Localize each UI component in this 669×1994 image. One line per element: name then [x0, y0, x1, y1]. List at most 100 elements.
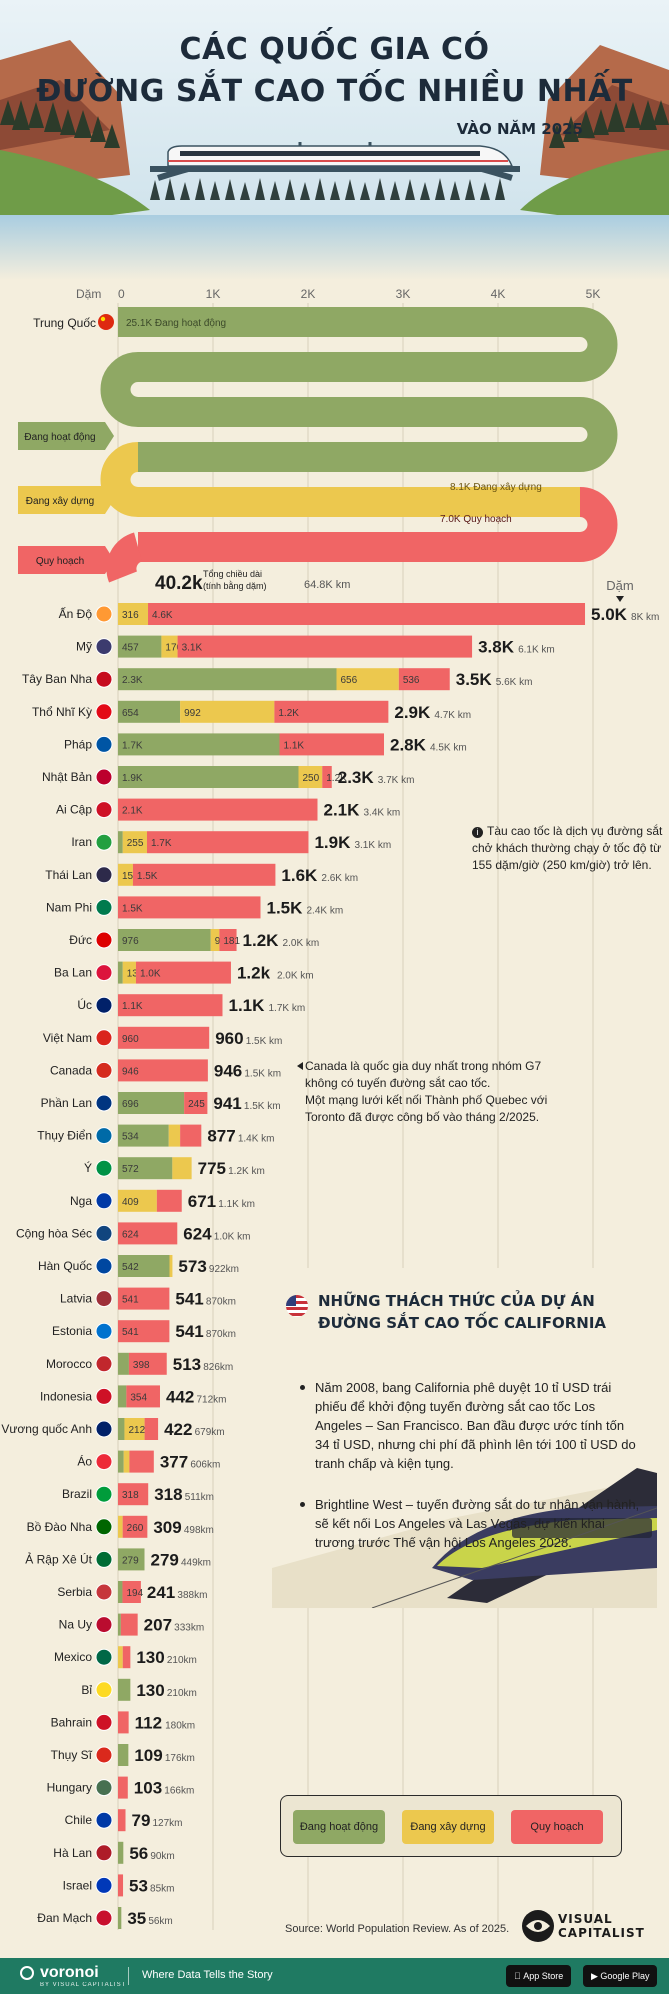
google-play-button[interactable]: ▶ Google Play: [583, 1965, 658, 1987]
country-label: Cộng hòa Séc: [16, 1226, 92, 1240]
bar-operational-label: 572: [122, 1164, 139, 1175]
row-total-km: 2.6K km: [321, 873, 358, 884]
bar-planned: [398, 668, 450, 691]
voronoi-icon: [20, 1966, 34, 1980]
axis-tick-label: 1K: [206, 287, 221, 301]
country-label: Thái Lan: [45, 868, 92, 882]
china-track-segment: [578, 487, 618, 562]
bar-operational: [118, 766, 299, 788]
bar-planned: [118, 1059, 208, 1082]
row-total: 207: [144, 1616, 172, 1635]
flag-icon: [95, 1779, 113, 1797]
row-total-km: 5.6K km: [496, 677, 533, 688]
row-total: 1.5K: [267, 898, 304, 917]
row-total: 241: [147, 1583, 175, 1602]
bar-operational: [118, 929, 211, 951]
canada-note-line-2: không có tuyến đường sắt cao tốc.: [305, 1076, 491, 1090]
california-bullet-2: Brightline West – tuyến đường sắt do tư …: [300, 1495, 640, 1552]
bar-planned-label: 3.1K: [182, 643, 203, 654]
legend-planned: Quy hoạch: [511, 1810, 603, 1844]
bar-planned-label: 1.1K: [284, 740, 305, 751]
bar-operational: [118, 635, 162, 658]
row-total-km: 679km: [195, 1427, 225, 1438]
bar-planned-label: 181: [223, 936, 240, 947]
axis-tick-label: 3K: [396, 287, 411, 301]
voronoi-sub: BY VISUAL CAPITALIST: [40, 1982, 127, 1988]
bar-operational: [118, 1124, 169, 1147]
hsr-definition-text: Tàu cao tốc là dịch vụ đường sắt chở khá…: [472, 824, 663, 872]
tag-operational: Đang hoạt động: [24, 432, 95, 443]
bar-planned: [177, 635, 473, 658]
flag-icon: [95, 1159, 113, 1177]
bar-planned-label: 541: [122, 1295, 139, 1306]
country-label: Nga: [70, 1194, 92, 1208]
row-total-km: 210km: [167, 1655, 197, 1666]
row-total-km: 333km: [174, 1623, 204, 1634]
row-total: 309: [153, 1518, 181, 1537]
country-label: Nam Phi: [46, 900, 92, 914]
row-total-km: 6.1K km: [518, 645, 555, 656]
flag-icon: [95, 1518, 113, 1536]
row-total-km: 1.0K km: [214, 1231, 251, 1242]
country-label: Ả Rập Xê Út: [25, 1551, 92, 1566]
china-track-segment: [578, 397, 618, 472]
row-total-km: 210km: [167, 1688, 197, 1699]
country-label: Ba Lan: [54, 966, 92, 980]
row-total: 3.5K: [456, 670, 493, 689]
bar-construction: [336, 668, 399, 691]
flag-icon: [95, 638, 113, 656]
app-store-label: App Store: [514, 1971, 563, 1981]
bar-planned-label: 1.1K: [122, 1001, 143, 1012]
row-total: 1.9K: [314, 833, 351, 852]
bar-operational: [118, 1907, 122, 1929]
row-total: 377: [160, 1453, 188, 1472]
country-label: Bồ Đào Nha: [27, 1520, 93, 1534]
tag-construction-shape: [18, 486, 114, 514]
row-total: 109: [134, 1746, 162, 1765]
us-flag-icon: [286, 1295, 308, 1317]
hsr-definition-note: i Tàu cao tốc là dịch vụ đường sắt chở kh…: [472, 823, 668, 874]
row-total-km: 8K km: [631, 612, 659, 623]
row-total-km: 1.5K km: [244, 1101, 281, 1112]
row-total-km: 922km: [209, 1264, 239, 1275]
apple-icon: : [514, 1971, 523, 1981]
china-operational-label: 25.1K Đang hoạt động: [126, 318, 226, 329]
flag-icon: [95, 1029, 113, 1047]
row-total-km: 56km: [148, 1916, 172, 1927]
bar-operational: [118, 1352, 129, 1375]
bar-planned-label: 194: [126, 1588, 143, 1599]
bar-operational-label: 279: [122, 1555, 139, 1566]
voronoi-brand[interactable]: voronoi: [40, 1964, 99, 1981]
app-store-button[interactable]:  App Store: [506, 1965, 572, 1987]
country-label: Brazil: [62, 1487, 92, 1501]
legend-construction: Đang xây dựng: [402, 1810, 494, 1844]
canada-note-line-1: Canada là quốc gia duy nhất trong nhóm G…: [305, 1059, 542, 1073]
bar-planned: [126, 1385, 160, 1408]
bar-operational: [118, 1744, 129, 1766]
bar-planned: [118, 1809, 126, 1832]
tag-planned: Quy hoạch: [36, 556, 84, 567]
row-total-km: 2.4K km: [307, 905, 344, 916]
flag-icon: [95, 1550, 113, 1568]
country-label: Indonesia: [40, 1389, 92, 1403]
bar-operational-label: 542: [122, 1262, 139, 1273]
bar-construction: [123, 1450, 130, 1473]
country-label: Serbia: [57, 1585, 92, 1599]
vc-line-1: VISUAL: [558, 1912, 613, 1926]
bar-construction: [168, 1124, 181, 1147]
bar-planned-label: 946: [122, 1066, 139, 1077]
row-total-km: 606km: [190, 1460, 220, 1471]
row-total-km: 449km: [181, 1557, 211, 1568]
legend: Đang hoạt động Đang xây dựng Quy hoạch: [280, 1795, 622, 1857]
country-label: Ấn Độ: [59, 606, 93, 621]
row-total-km: 1.1K km: [218, 1199, 255, 1210]
bar-operational: [118, 1255, 170, 1277]
bar-planned-label: 624: [122, 1229, 139, 1240]
row-total: 2.3K: [338, 768, 375, 787]
flag-icon: [95, 1746, 113, 1764]
bar-planned: [184, 1092, 208, 1114]
bar-operational: [118, 1418, 125, 1440]
axis-tick-label: 4K: [491, 287, 506, 301]
row-total-km: 498km: [184, 1525, 214, 1536]
axis-unit-right: Dặm: [606, 578, 633, 593]
